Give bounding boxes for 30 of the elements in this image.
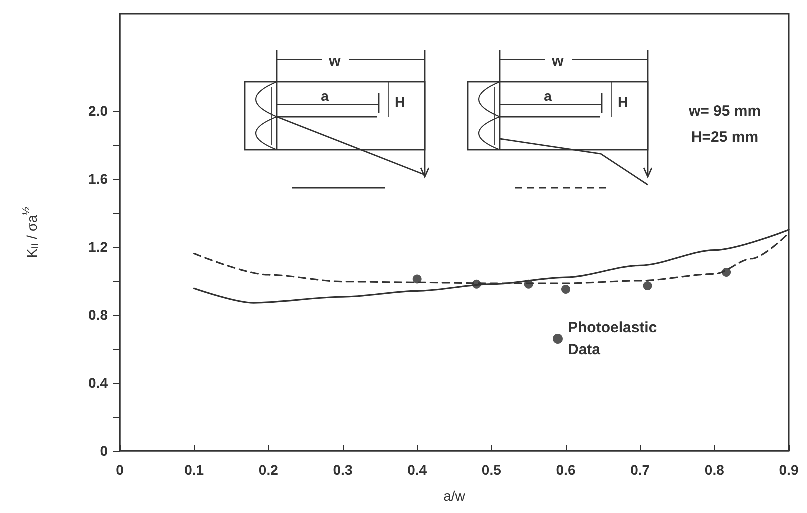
x-tick-label: 0.5: [482, 462, 502, 478]
x-tick-label: 0.7: [630, 462, 650, 478]
point: [412, 274, 422, 284]
y-axis-title: KII / σa½: [22, 206, 42, 258]
annotation: a: [544, 88, 552, 104]
annotation: w: [328, 53, 342, 70]
point: [562, 284, 570, 294]
x-tick-label: 0.2: [258, 462, 279, 478]
y-tick-label: 2.0: [88, 102, 108, 119]
y-tick-label: 1.6: [88, 170, 108, 187]
y-tick-label: 0: [100, 443, 108, 459]
annotation: w: [551, 53, 564, 70]
x-tick-label: 0.3: [333, 462, 353, 478]
x-tick-label: 0.4: [408, 462, 428, 478]
y-tick-label: 0.4: [88, 374, 108, 391]
point: [643, 282, 652, 291]
x-tick-label: 0.1: [184, 462, 204, 478]
annotation: H: [395, 94, 406, 110]
y-tick-label: 0.8: [88, 306, 108, 323]
annotation: H=25 mm: [691, 129, 759, 146]
x-axis-title: a/w: [444, 488, 466, 504]
y-tick-label: 1.2: [88, 238, 108, 255]
x-tick-label: 0.9: [779, 462, 799, 478]
annotation: a: [321, 88, 330, 104]
x-tick-label: 0.8: [704, 462, 725, 478]
annotation: w= 95 mm: [688, 103, 762, 120]
x-tick-label: 0.6: [556, 462, 576, 478]
legend-label: Photoelastic Data: [568, 320, 662, 358]
annotation: H: [618, 94, 628, 110]
x-tick-label: 0: [116, 462, 124, 478]
